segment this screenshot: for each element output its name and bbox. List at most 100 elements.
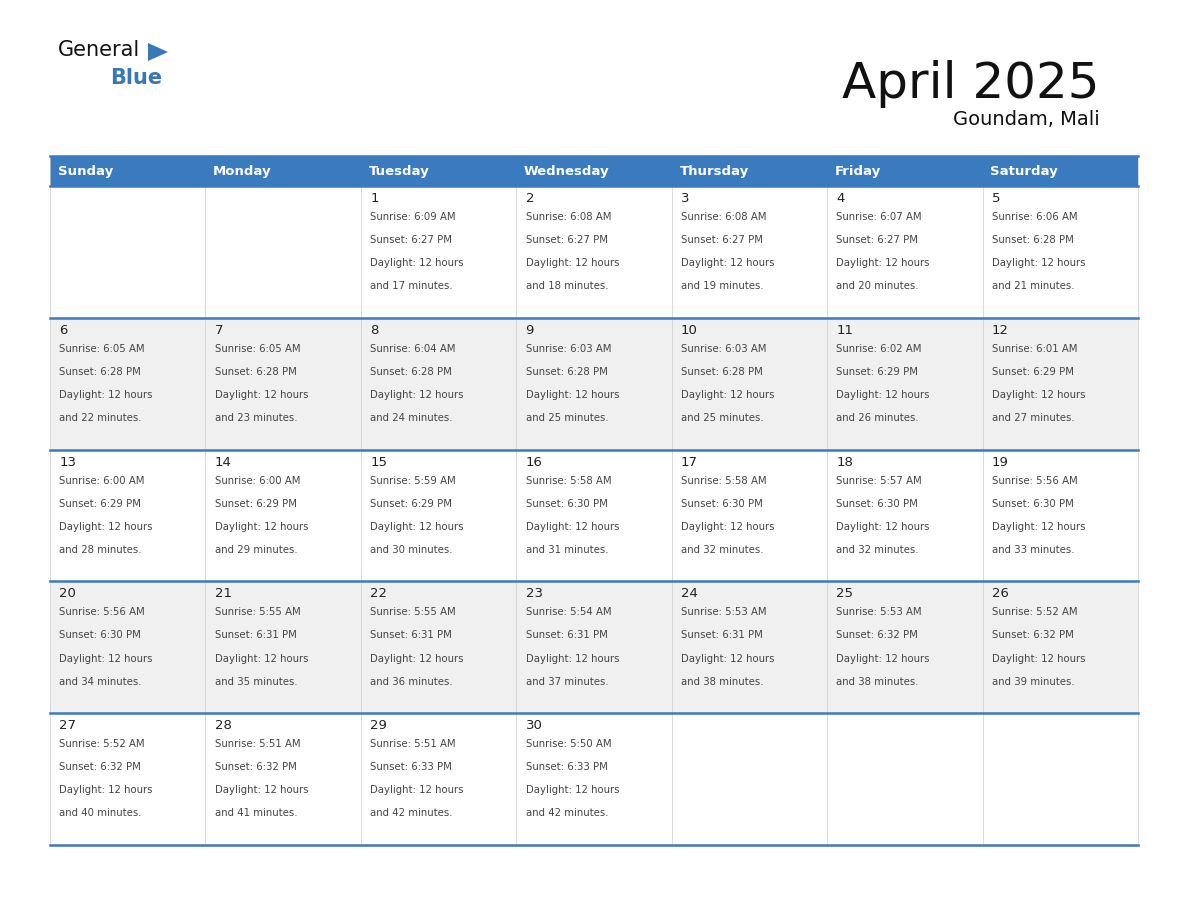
Text: Sunset: 6:27 PM: Sunset: 6:27 PM — [371, 235, 453, 245]
Text: Sunset: 6:32 PM: Sunset: 6:32 PM — [992, 631, 1074, 641]
Text: 27: 27 — [59, 719, 76, 733]
Text: 26: 26 — [992, 588, 1009, 600]
Text: Sunrise: 6:00 AM: Sunrise: 6:00 AM — [215, 476, 301, 486]
Text: Sunset: 6:29 PM: Sunset: 6:29 PM — [59, 498, 141, 509]
Text: Daylight: 12 hours: Daylight: 12 hours — [525, 521, 619, 532]
Text: Sunset: 6:29 PM: Sunset: 6:29 PM — [215, 498, 297, 509]
Text: Sunrise: 6:04 AM: Sunrise: 6:04 AM — [371, 344, 456, 353]
Text: Sunset: 6:29 PM: Sunset: 6:29 PM — [836, 367, 918, 377]
Text: and 17 minutes.: and 17 minutes. — [371, 281, 453, 291]
Text: Daylight: 12 hours: Daylight: 12 hours — [525, 785, 619, 795]
Text: 12: 12 — [992, 324, 1009, 337]
Text: 25: 25 — [836, 588, 853, 600]
Text: Daylight: 12 hours: Daylight: 12 hours — [59, 390, 153, 400]
Text: and 38 minutes.: and 38 minutes. — [836, 677, 920, 687]
Text: Sunset: 6:28 PM: Sunset: 6:28 PM — [992, 235, 1074, 245]
Text: 28: 28 — [215, 719, 232, 733]
Bar — [50, 713, 1138, 845]
Bar — [50, 581, 1138, 713]
Text: 22: 22 — [371, 588, 387, 600]
Text: Sunday: Sunday — [58, 164, 113, 177]
Text: Sunrise: 6:07 AM: Sunrise: 6:07 AM — [836, 212, 922, 222]
Text: and 39 minutes.: and 39 minutes. — [992, 677, 1074, 687]
Text: Daylight: 12 hours: Daylight: 12 hours — [681, 654, 775, 664]
Text: and 35 minutes.: and 35 minutes. — [215, 677, 297, 687]
Text: April 2025: April 2025 — [842, 60, 1100, 108]
Text: and 38 minutes.: and 38 minutes. — [681, 677, 764, 687]
Text: Daylight: 12 hours: Daylight: 12 hours — [215, 785, 308, 795]
Text: Sunrise: 5:56 AM: Sunrise: 5:56 AM — [59, 608, 145, 618]
Text: and 20 minutes.: and 20 minutes. — [836, 281, 920, 291]
Text: and 24 minutes.: and 24 minutes. — [371, 413, 453, 423]
Text: 29: 29 — [371, 719, 387, 733]
Text: and 36 minutes.: and 36 minutes. — [371, 677, 453, 687]
Text: Sunset: 6:28 PM: Sunset: 6:28 PM — [59, 367, 141, 377]
Text: 16: 16 — [525, 455, 543, 468]
Text: Daylight: 12 hours: Daylight: 12 hours — [836, 654, 930, 664]
Text: Sunrise: 5:53 AM: Sunrise: 5:53 AM — [836, 608, 922, 618]
Text: Sunset: 6:29 PM: Sunset: 6:29 PM — [371, 498, 453, 509]
Text: Sunrise: 6:05 AM: Sunrise: 6:05 AM — [59, 344, 145, 353]
Text: Daylight: 12 hours: Daylight: 12 hours — [681, 521, 775, 532]
Text: 17: 17 — [681, 455, 699, 468]
Text: Sunset: 6:30 PM: Sunset: 6:30 PM — [525, 498, 607, 509]
Text: Saturday: Saturday — [991, 164, 1059, 177]
Text: Thursday: Thursday — [680, 164, 748, 177]
Text: 11: 11 — [836, 324, 853, 337]
Text: 14: 14 — [215, 455, 232, 468]
Text: Sunrise: 6:03 AM: Sunrise: 6:03 AM — [681, 344, 766, 353]
Text: Sunrise: 6:03 AM: Sunrise: 6:03 AM — [525, 344, 611, 353]
Text: Sunrise: 5:57 AM: Sunrise: 5:57 AM — [836, 476, 922, 486]
Text: and 33 minutes.: and 33 minutes. — [992, 544, 1074, 554]
Text: Sunset: 6:33 PM: Sunset: 6:33 PM — [525, 762, 607, 772]
Text: Daylight: 12 hours: Daylight: 12 hours — [525, 390, 619, 400]
Text: Sunrise: 6:08 AM: Sunrise: 6:08 AM — [525, 212, 611, 222]
Text: 10: 10 — [681, 324, 697, 337]
Text: Sunset: 6:27 PM: Sunset: 6:27 PM — [836, 235, 918, 245]
Text: and 32 minutes.: and 32 minutes. — [836, 544, 920, 554]
Text: Sunrise: 5:55 AM: Sunrise: 5:55 AM — [371, 608, 456, 618]
Text: Sunset: 6:32 PM: Sunset: 6:32 PM — [836, 631, 918, 641]
Text: and 18 minutes.: and 18 minutes. — [525, 281, 608, 291]
Text: and 25 minutes.: and 25 minutes. — [681, 413, 764, 423]
Text: Daylight: 12 hours: Daylight: 12 hours — [215, 390, 308, 400]
Text: and 25 minutes.: and 25 minutes. — [525, 413, 608, 423]
Text: Sunrise: 5:51 AM: Sunrise: 5:51 AM — [215, 739, 301, 749]
Text: 15: 15 — [371, 455, 387, 468]
Text: Sunrise: 6:02 AM: Sunrise: 6:02 AM — [836, 344, 922, 353]
Text: 3: 3 — [681, 192, 689, 205]
Text: Daylight: 12 hours: Daylight: 12 hours — [681, 390, 775, 400]
Text: 9: 9 — [525, 324, 533, 337]
Text: Sunset: 6:33 PM: Sunset: 6:33 PM — [371, 762, 453, 772]
Text: Daylight: 12 hours: Daylight: 12 hours — [371, 521, 463, 532]
Text: Monday: Monday — [213, 164, 272, 177]
Text: and 32 minutes.: and 32 minutes. — [681, 544, 764, 554]
Text: Sunrise: 5:59 AM: Sunrise: 5:59 AM — [371, 476, 456, 486]
Text: Sunset: 6:29 PM: Sunset: 6:29 PM — [992, 367, 1074, 377]
Text: and 19 minutes.: and 19 minutes. — [681, 281, 764, 291]
Text: and 22 minutes.: and 22 minutes. — [59, 413, 141, 423]
Text: Sunrise: 5:58 AM: Sunrise: 5:58 AM — [681, 476, 766, 486]
Text: 24: 24 — [681, 588, 697, 600]
Text: Wednesday: Wednesday — [524, 164, 609, 177]
Text: Sunset: 6:28 PM: Sunset: 6:28 PM — [215, 367, 297, 377]
Text: Daylight: 12 hours: Daylight: 12 hours — [215, 654, 308, 664]
Text: 18: 18 — [836, 455, 853, 468]
Text: 30: 30 — [525, 719, 543, 733]
Text: and 30 minutes.: and 30 minutes. — [371, 544, 453, 554]
Text: and 41 minutes.: and 41 minutes. — [215, 809, 297, 818]
Text: Daylight: 12 hours: Daylight: 12 hours — [215, 521, 308, 532]
Text: Sunrise: 5:56 AM: Sunrise: 5:56 AM — [992, 476, 1078, 486]
Text: 6: 6 — [59, 324, 68, 337]
Text: Sunrise: 6:01 AM: Sunrise: 6:01 AM — [992, 344, 1078, 353]
Text: Sunrise: 6:06 AM: Sunrise: 6:06 AM — [992, 212, 1078, 222]
Text: 20: 20 — [59, 588, 76, 600]
Text: Sunset: 6:31 PM: Sunset: 6:31 PM — [525, 631, 607, 641]
Text: Daylight: 12 hours: Daylight: 12 hours — [992, 390, 1086, 400]
Text: 19: 19 — [992, 455, 1009, 468]
Text: 5: 5 — [992, 192, 1000, 205]
Text: Sunset: 6:30 PM: Sunset: 6:30 PM — [836, 498, 918, 509]
Text: 8: 8 — [371, 324, 379, 337]
Text: 4: 4 — [836, 192, 845, 205]
Text: and 27 minutes.: and 27 minutes. — [992, 413, 1074, 423]
